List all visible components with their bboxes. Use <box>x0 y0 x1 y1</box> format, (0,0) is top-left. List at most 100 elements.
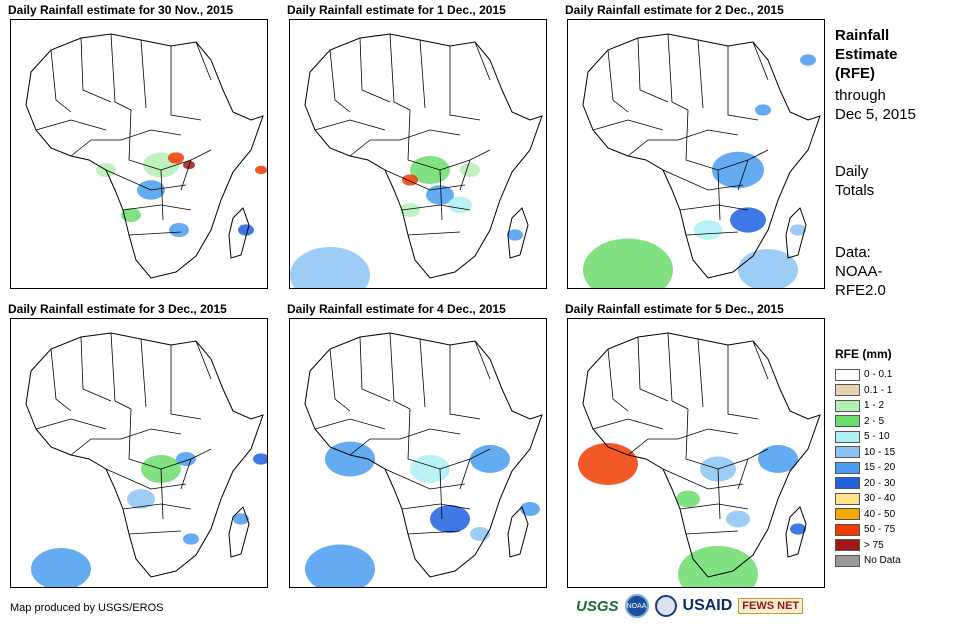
legend-swatch <box>835 368 860 381</box>
rainfall-area <box>290 247 370 288</box>
title-line: Rainfall <box>835 27 890 44</box>
map-credit: Map produced by USGS/EROS <box>10 602 164 614</box>
rainfall-area <box>678 546 758 587</box>
rainfall-area <box>238 224 254 236</box>
rainfall-map <box>10 318 268 588</box>
legend-label: 50 - 75 <box>864 524 896 536</box>
rainfall-map <box>10 19 268 289</box>
africa-coastline <box>25 33 264 279</box>
legend-label: 15 - 20 <box>864 462 896 474</box>
legend-swatch <box>835 415 860 428</box>
country-border <box>389 33 411 111</box>
country-border <box>170 345 202 420</box>
country-border <box>662 468 744 490</box>
rainfall-area <box>460 163 480 177</box>
country-border <box>401 204 471 211</box>
legend-item: 50 - 75 <box>835 522 901 538</box>
rainfall-area <box>31 548 91 587</box>
africa-map <box>582 33 821 288</box>
country-border <box>140 338 147 408</box>
map-panel-30-nov: Daily Rainfall estimate for 30 Nov., 201… <box>8 3 268 293</box>
country-border <box>592 418 664 430</box>
rainfall-area <box>400 203 420 217</box>
country-border <box>140 39 147 109</box>
country-border <box>160 169 164 221</box>
country-border <box>607 348 629 412</box>
legend-label: 5 - 10 <box>864 431 890 443</box>
country-border <box>122 204 192 211</box>
country-border <box>105 169 187 191</box>
rainfall-area <box>430 505 470 533</box>
panel-title: Daily Rainfall estimate for 1 Dec., 2015 <box>287 3 506 17</box>
madagascar-coastline <box>228 207 250 259</box>
country-border <box>679 503 749 510</box>
country-border <box>667 332 689 410</box>
country-border <box>449 46 481 121</box>
country-border <box>195 340 212 380</box>
country-border <box>122 503 192 510</box>
country-border <box>128 408 192 470</box>
country-border <box>752 340 769 380</box>
country-border <box>314 119 386 131</box>
country-border <box>637 37 669 103</box>
rainfall-area <box>183 533 199 545</box>
country-border <box>401 503 471 510</box>
legend-swatch <box>835 461 860 474</box>
legend-label: 0.1 - 1 <box>864 384 893 396</box>
legend-swatch <box>835 384 860 397</box>
country-border <box>667 33 689 111</box>
legend-label: 1 - 2 <box>864 400 885 412</box>
africa-map <box>578 332 821 587</box>
panel-title: Daily Rainfall estimate for 30 Nov., 201… <box>8 3 234 17</box>
rainfall-area <box>738 249 798 288</box>
madagascar-coastline <box>785 506 807 558</box>
legend-item: 30 - 40 <box>835 491 901 507</box>
legend-swatch <box>835 492 860 505</box>
country-border <box>329 49 351 113</box>
panel-title: Daily Rainfall estimate for 3 Dec., 2015 <box>8 302 227 316</box>
legend-item: 2 - 5 <box>835 414 901 430</box>
rainfall-area <box>520 502 540 516</box>
data-source-value: RFE2.0 <box>835 282 886 299</box>
country-border <box>50 49 72 113</box>
product-title: Rainfall Estimate (RFE) <box>835 26 898 83</box>
country-border <box>195 41 212 81</box>
legend-item: 5 - 10 <box>835 429 901 445</box>
country-border <box>407 109 471 171</box>
africa-coastline <box>304 33 543 279</box>
rainfall-area <box>676 490 700 508</box>
fews-net-logo: FEWS NET <box>738 598 804 614</box>
through-value: Dec 5, 2015 <box>835 106 916 123</box>
legend-label: No Data <box>864 555 901 567</box>
country-border <box>359 336 391 402</box>
rainfall-area <box>726 510 750 528</box>
country-border <box>384 169 466 191</box>
map-panel-5-dec: Daily Rainfall estimate for 5 Dec., 2015 <box>565 302 825 592</box>
map-panel-1-dec: Daily Rainfall estimate for 1 Dec., 2015 <box>287 3 547 293</box>
map-panel-2-dec: Daily Rainfall estimate for 2 Dec., 2015 <box>565 3 825 293</box>
legend-item: > 75 <box>835 538 901 554</box>
country-border <box>685 408 749 470</box>
rainfall-area <box>168 152 184 164</box>
data-source-label: Data: <box>835 244 871 261</box>
usgs-logo: USGS <box>576 597 619 615</box>
africa-coastline <box>25 332 264 578</box>
country-border <box>50 348 72 412</box>
legend-label: 10 - 15 <box>864 446 896 458</box>
legend-title: RFE (mm) <box>835 347 892 361</box>
madagascar-coastline <box>507 207 529 259</box>
rainfall-area <box>233 513 249 525</box>
africa-map <box>304 332 543 587</box>
rainfall-area <box>253 453 267 465</box>
country-border <box>727 345 759 420</box>
country-border <box>128 530 182 535</box>
country-border <box>419 338 426 408</box>
country-border <box>110 332 132 410</box>
africa-coastline <box>582 33 821 279</box>
legend-swatch <box>835 539 860 552</box>
country-border <box>35 119 107 131</box>
country-border <box>128 231 182 236</box>
legend-label: 20 - 30 <box>864 477 896 489</box>
totals-line: Totals <box>835 182 875 199</box>
country-border <box>752 41 769 81</box>
